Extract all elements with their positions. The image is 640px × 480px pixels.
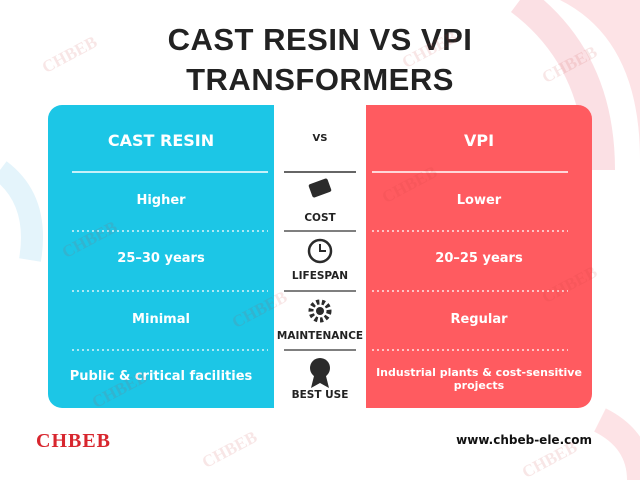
- left-cell: Higher: [136, 193, 186, 208]
- left-cell: Minimal: [132, 312, 190, 327]
- left-cell: 25–30 years: [117, 251, 205, 266]
- right-cell: Industrial plants & cost-sensitive proje…: [376, 366, 582, 392]
- aspect-label: BEST USE: [291, 389, 349, 401]
- column-header: VS: [312, 133, 328, 144]
- column-header: VPI: [463, 131, 495, 150]
- aspect-label: COST: [304, 212, 336, 224]
- right-cell: Lower: [456, 193, 502, 208]
- left-cell: Public & critical facilities: [69, 369, 253, 384]
- column-header: CAST RESIN: [107, 131, 215, 150]
- aspect-label: MAINTENANCE: [276, 330, 364, 342]
- title: CAST RESIN VS VPI: [167, 22, 473, 57]
- logo: CHBEB: [36, 430, 112, 452]
- title: TRANSFORMERS: [186, 62, 454, 97]
- right-cell: 20–25 years: [435, 251, 523, 266]
- aspect-label: LIFESPAN: [291, 270, 349, 282]
- right-cell: Regular: [450, 312, 508, 327]
- url: www.chbeb-ele.com: [456, 433, 592, 447]
